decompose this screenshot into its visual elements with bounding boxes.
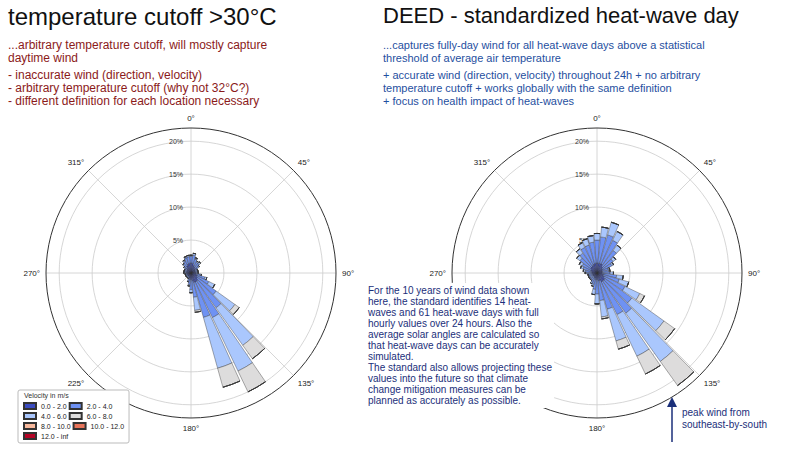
svg-text:315°: 315° [68, 158, 85, 167]
svg-text:5%: 5% [578, 236, 589, 244]
svg-text:waves and 61 heat-wave days wi: waves and 61 heat-wave days with full [367, 307, 539, 318]
svg-text:that heat-wave days can be acc: that heat-wave days can be accurately [368, 340, 539, 351]
svg-text:315°: 315° [474, 158, 491, 167]
svg-text:0°: 0° [593, 114, 601, 123]
svg-text:20%: 20% [169, 138, 183, 145]
svg-text:southeast-by-south: southeast-by-south [682, 419, 767, 430]
svg-text:daytime wind: daytime wind [8, 51, 78, 65]
svg-text:135°: 135° [704, 379, 721, 388]
svg-text:The standard also allows proje: The standard also allows projecting thes… [368, 362, 552, 373]
svg-text:10%: 10% [169, 204, 183, 211]
svg-text:+ focus on health impact of he: + focus on health impact of heat-waves [383, 95, 575, 107]
svg-text:average solar angles are calcu: average solar angles are calculated so [368, 329, 540, 340]
svg-text:45°: 45° [704, 158, 716, 167]
svg-text:peak wind from: peak wind from [682, 407, 750, 418]
svg-text:+ accurate wind (direction, ve: + accurate wind (direction, velocity) th… [383, 69, 701, 81]
svg-text:Velocity in m/s: Velocity in m/s [24, 392, 69, 400]
svg-text:DEED - standardized heat-wave: DEED - standardized heat-wave day [383, 3, 739, 28]
svg-text:45°: 45° [298, 158, 310, 167]
svg-text:10.0 - 12.0: 10.0 - 12.0 [91, 423, 125, 430]
svg-text:simulated.: simulated. [368, 351, 414, 362]
svg-text:270°: 270° [23, 269, 40, 278]
svg-text:planned as accurately as possi: planned as accurately as possible. [368, 395, 521, 406]
svg-text:change mitigation measures can: change mitigation measures can be [368, 384, 526, 395]
svg-text:135°: 135° [298, 379, 315, 388]
svg-text:15%: 15% [169, 171, 183, 178]
svg-text:12.0 - inf: 12.0 - inf [41, 433, 68, 440]
svg-text:90°: 90° [748, 269, 760, 278]
svg-text:- different definition for eac: - different definition for each location… [8, 94, 259, 108]
svg-text:270°: 270° [429, 269, 446, 278]
svg-text:180°: 180° [589, 424, 606, 433]
svg-text:temperature cutoff + works glo: temperature cutoff + works globally with… [383, 82, 672, 94]
svg-text:10%: 10% [575, 204, 589, 211]
svg-text:values into the future so that: values into the future so that climate [368, 373, 529, 384]
svg-text:0°: 0° [187, 114, 195, 123]
svg-text:temperature cutoff >30°C: temperature cutoff >30°C [8, 3, 277, 30]
svg-text:...arbitrary temperature cutof: ...arbitrary temperature cutoff, will mo… [8, 38, 268, 52]
svg-text:0.0 - 2.0: 0.0 - 2.0 [41, 403, 67, 410]
svg-text:5%: 5% [173, 237, 183, 244]
svg-text:6.0 - 8.0: 6.0 - 8.0 [87, 413, 113, 420]
svg-text:4.0 - 6.0: 4.0 - 6.0 [41, 413, 67, 420]
svg-text:15%: 15% [575, 171, 589, 178]
svg-text:180°: 180° [183, 424, 200, 433]
svg-text:For the 10 years of wind data: For the 10 years of wind data shown [368, 285, 529, 296]
svg-text:2.0 - 4.0: 2.0 - 4.0 [87, 403, 113, 410]
svg-text:20%: 20% [575, 138, 589, 145]
svg-text:8.0 - 10.0: 8.0 - 10.0 [41, 423, 71, 430]
svg-text:- arbitrary temperature cutoff: - arbitrary temperature cutoff (why not … [8, 81, 249, 95]
svg-text:225°: 225° [68, 379, 85, 388]
svg-text:here, the standard identifies: here, the standard identifies 14 heat- [368, 296, 531, 307]
svg-text:hourly values over 24 hours. A: hourly values over 24 hours. Also the [368, 318, 532, 329]
svg-text:threshold of average air tempe: threshold of average air temperature [383, 52, 561, 64]
svg-text:- inaccurate wind (direction,: - inaccurate wind (direction, velocity) [8, 68, 202, 82]
svg-text:90°: 90° [342, 269, 354, 278]
svg-text:...captures fully-day wind for: ...captures fully-day wind for all heat-… [383, 39, 705, 51]
